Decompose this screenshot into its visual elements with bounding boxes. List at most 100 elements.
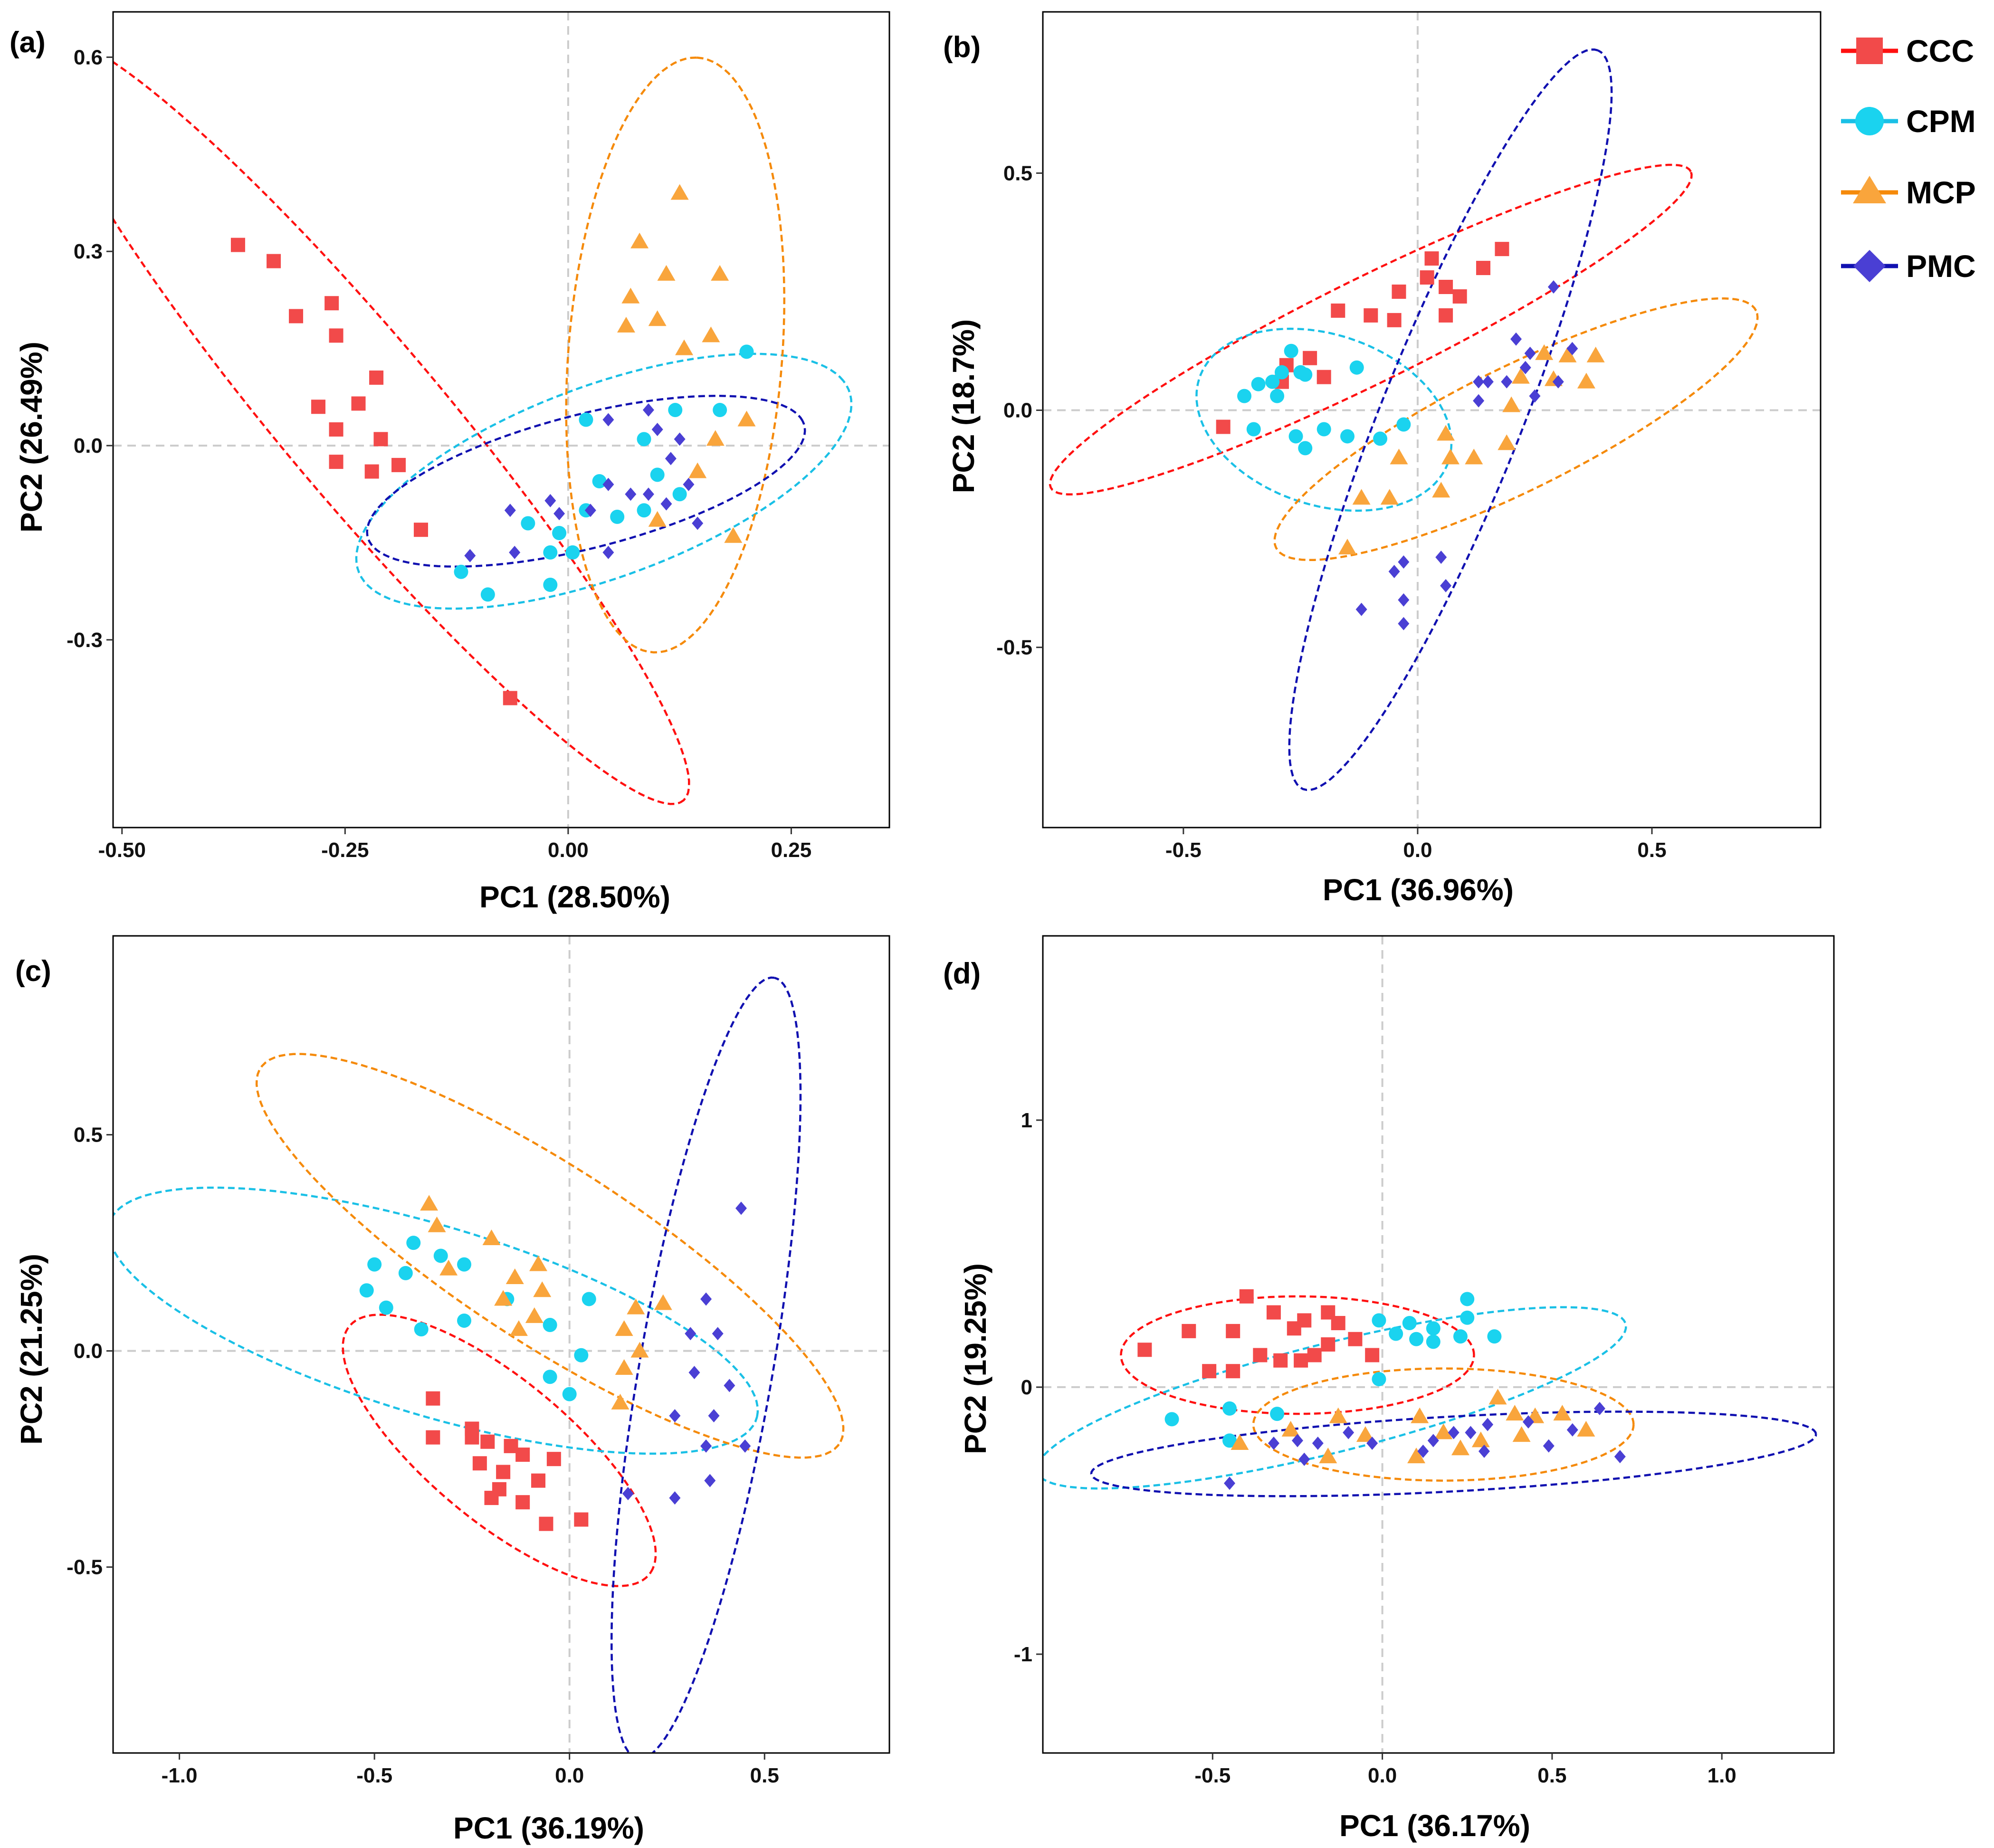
point-mcp bbox=[1338, 539, 1356, 555]
point-mcp bbox=[737, 410, 756, 427]
ellipse-mcp bbox=[565, 56, 786, 654]
y-tick-label: 0 bbox=[1021, 1376, 1032, 1399]
point-pmc bbox=[1343, 1426, 1355, 1439]
point-cpm bbox=[414, 1322, 429, 1337]
panel-label-d: (d) bbox=[943, 957, 981, 990]
point-ccc bbox=[1297, 1313, 1312, 1328]
point-pmc bbox=[584, 504, 596, 517]
point-cpm bbox=[367, 1257, 382, 1272]
point-ccc bbox=[369, 370, 384, 385]
point-pmc bbox=[708, 1409, 720, 1423]
point-ccc bbox=[539, 1516, 553, 1531]
point-ccc bbox=[1331, 1316, 1345, 1331]
point-ccc bbox=[1226, 1324, 1240, 1338]
point-mcp bbox=[482, 1229, 501, 1246]
point-pmc bbox=[1482, 375, 1494, 389]
point-pmc bbox=[1427, 1434, 1439, 1448]
point-ccc bbox=[1321, 1337, 1336, 1352]
point-mcp bbox=[657, 265, 676, 281]
y-tick-label: 0.5 bbox=[74, 1124, 103, 1147]
legend-label-mcp: MCP bbox=[1906, 175, 1976, 210]
point-cpm bbox=[1298, 367, 1313, 382]
y-tick-label: -1 bbox=[1014, 1643, 1032, 1666]
point-cpm bbox=[1222, 1401, 1237, 1416]
y-axis-label-b: PC2 (18.7%) bbox=[946, 319, 981, 493]
point-ccc bbox=[1439, 279, 1453, 294]
legend-item-ccc: CCC bbox=[1841, 33, 1974, 68]
point-mcp bbox=[1441, 448, 1460, 465]
point-ccc bbox=[351, 396, 366, 411]
point-pmc bbox=[1435, 550, 1447, 564]
point-pmc bbox=[739, 1439, 751, 1453]
point-cpm bbox=[1270, 389, 1285, 403]
data-points bbox=[1137, 1289, 1626, 1490]
point-ccc bbox=[289, 309, 304, 324]
point-ccc bbox=[324, 296, 339, 311]
point-mcp bbox=[648, 310, 667, 326]
point-pmc bbox=[1473, 394, 1485, 408]
point-ccc bbox=[515, 1495, 530, 1510]
point-ccc bbox=[546, 1452, 561, 1467]
y-axis-label-d: PC2 (19.25%) bbox=[958, 1263, 992, 1454]
point-cpm bbox=[1396, 417, 1411, 432]
point-pmc bbox=[712, 1327, 724, 1341]
x-tick-label: 0.5 bbox=[1637, 838, 1666, 862]
point-cpm bbox=[582, 1292, 596, 1306]
point-cpm bbox=[1372, 1313, 1386, 1328]
point-ccc bbox=[1365, 1348, 1380, 1362]
point-pmc bbox=[1473, 375, 1485, 389]
point-pmc bbox=[1510, 332, 1522, 346]
point-pmc bbox=[1388, 564, 1400, 578]
ellipse-ccc bbox=[1120, 1295, 1475, 1415]
point-mcp bbox=[1352, 489, 1371, 505]
legend-label-pmc: PMC bbox=[1906, 248, 1976, 284]
x-tick-label: 0.0 bbox=[1403, 838, 1432, 862]
point-ccc bbox=[1439, 308, 1453, 323]
point-mcp bbox=[1465, 448, 1483, 465]
point-mcp bbox=[1231, 1434, 1249, 1450]
panel-label-a: (a) bbox=[10, 26, 46, 59]
point-mcp bbox=[627, 1298, 645, 1315]
point-ccc bbox=[465, 1421, 479, 1436]
y-tick-label: 1 bbox=[1021, 1109, 1032, 1132]
point-mcp bbox=[1488, 1389, 1507, 1405]
point-ccc bbox=[1253, 1348, 1268, 1362]
point-cpm bbox=[1298, 441, 1313, 456]
point-mcp bbox=[1586, 346, 1605, 362]
point-pmc bbox=[1268, 1436, 1279, 1450]
x-tick-label: -0.5 bbox=[1194, 1764, 1231, 1787]
point-pmc bbox=[674, 432, 686, 446]
point-cpm bbox=[543, 1318, 557, 1333]
point-pmc bbox=[1482, 1418, 1494, 1431]
point-pmc bbox=[1552, 375, 1564, 389]
point-ccc bbox=[311, 400, 325, 414]
point-cpm bbox=[713, 403, 727, 418]
plot-area-b: -0.5 0.0 0.5 -0.5 0.0 0.5 bbox=[996, 11, 1822, 862]
point-pmc bbox=[1366, 1436, 1378, 1450]
point-pmc bbox=[625, 487, 637, 501]
point-pmc bbox=[602, 413, 614, 427]
point-cpm bbox=[1340, 429, 1355, 444]
point-cpm bbox=[1409, 1332, 1424, 1346]
y-tick-label: 0.6 bbox=[74, 46, 103, 69]
point-cpm bbox=[1389, 1326, 1403, 1341]
confidence-ellipses bbox=[1049, 48, 1759, 791]
panel-a: (a) PC1 (28.50%) PC2 (26.49%) bbox=[10, 26, 670, 914]
point-mcp bbox=[1451, 1439, 1469, 1456]
point-pmc bbox=[1566, 342, 1578, 355]
legend-item-cpm: CPM bbox=[1841, 104, 1976, 139]
ellipse-pmc bbox=[611, 976, 802, 1753]
point-cpm bbox=[1265, 374, 1280, 389]
point-pmc bbox=[683, 477, 695, 491]
point-mcp bbox=[1577, 1420, 1595, 1437]
point-cpm bbox=[562, 1387, 577, 1401]
point-pmc bbox=[642, 487, 654, 501]
point-mcp bbox=[1432, 482, 1450, 498]
point-pmc bbox=[1398, 555, 1410, 569]
x-tick-label: 0.5 bbox=[750, 1764, 779, 1787]
point-mcp bbox=[1511, 368, 1530, 384]
point-pmc bbox=[1614, 1450, 1626, 1464]
point-ccc bbox=[1266, 1305, 1281, 1320]
point-pmc bbox=[1519, 361, 1531, 374]
